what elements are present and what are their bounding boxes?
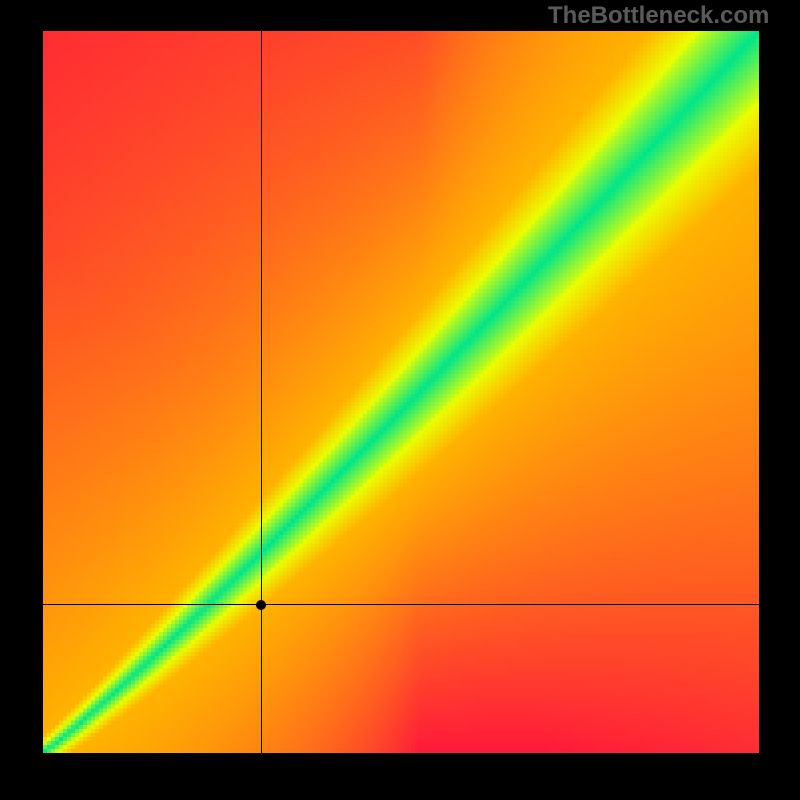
crosshair-vertical: [261, 31, 262, 753]
chart-container: { "watermark": { "text": "TheBottleneck.…: [0, 0, 800, 800]
crosshair-horizontal: [43, 604, 759, 605]
bottleneck-heatmap: [43, 31, 759, 753]
watermark-text: TheBottleneck.com: [548, 2, 769, 30]
